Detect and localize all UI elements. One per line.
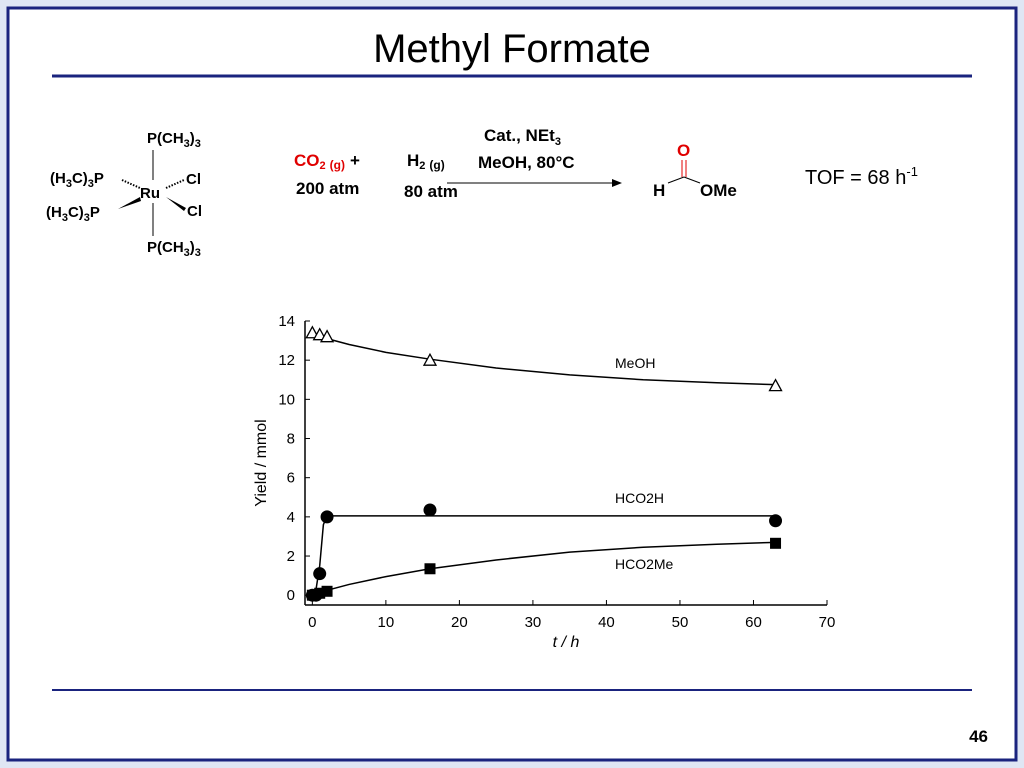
text: P(CH xyxy=(147,239,184,256)
chart: 0 10 20 30 40 50 60 70 0 2 4 6 8 10 12 14 t / h Yield / m… xyxy=(253,313,835,651)
series-label: MeOH xyxy=(615,355,655,371)
y-axis-label: Yield / mmol xyxy=(253,419,270,506)
x-axis-label: t / h xyxy=(553,634,580,651)
bond xyxy=(667,176,685,184)
ligand: P(CH3)3 xyxy=(147,130,201,150)
text: C) xyxy=(68,204,84,221)
series-label: HCO2H xyxy=(615,490,664,506)
ligand: P(CH3)3 xyxy=(147,239,201,259)
atom: OMe xyxy=(700,181,737,200)
subscript: 3 xyxy=(66,178,72,190)
marker xyxy=(768,378,783,392)
marker xyxy=(769,514,783,528)
subscript: 3 xyxy=(88,178,94,190)
slide-title: Methyl Formate xyxy=(373,27,651,71)
marker xyxy=(424,563,436,575)
subscript: 3 xyxy=(195,247,201,259)
conditions: Cat., NEt3 xyxy=(484,126,561,148)
bond xyxy=(121,179,141,189)
y-tick-label: 10 xyxy=(278,391,295,408)
ligand: (H3C)3P xyxy=(46,204,100,224)
superscript: -1 xyxy=(906,164,918,179)
y-tick-label: 4 xyxy=(287,509,295,526)
state: (g) xyxy=(330,158,345,172)
marker xyxy=(305,325,320,339)
bond xyxy=(118,197,141,209)
series-label: HCO2Me xyxy=(615,556,674,572)
marker xyxy=(422,352,438,366)
subscript: 2 xyxy=(320,160,326,172)
reaction: CO2 (g) + 200 atm H2 (g) 80 atm Cat., NEt3 … xyxy=(294,126,737,201)
marker xyxy=(320,510,334,524)
marker xyxy=(423,503,437,517)
subscript: 3 xyxy=(195,138,201,150)
formula: CO xyxy=(294,151,320,170)
y-tick-label: 0 xyxy=(287,587,295,604)
text: C) xyxy=(72,170,88,187)
frame xyxy=(6,6,1018,762)
bond xyxy=(683,176,701,184)
subscript: 3 xyxy=(62,212,68,224)
text: TOF = 68 h xyxy=(805,167,906,189)
x-tick-label: 60 xyxy=(745,614,762,631)
x-tick-label: 20 xyxy=(451,614,468,631)
pressure: 200 atm xyxy=(296,179,359,198)
x-tick-label: 30 xyxy=(525,614,542,631)
subscript: 2 xyxy=(419,160,425,172)
x-tick-label: 70 xyxy=(819,614,836,631)
text: P xyxy=(94,170,104,187)
plus: + xyxy=(350,151,360,170)
x-tick-label: 50 xyxy=(672,614,689,631)
marker xyxy=(314,587,326,599)
reactant: CO2 (g) + xyxy=(294,151,360,172)
marker xyxy=(306,589,318,601)
text: Cat., NEt xyxy=(484,126,555,145)
y-tick-label: 2 xyxy=(287,548,295,565)
fit-curve xyxy=(312,332,776,386)
x-tick-label: 0 xyxy=(308,614,316,631)
page-number: 46 xyxy=(969,727,988,746)
subscript: 3 xyxy=(184,138,190,150)
marker xyxy=(312,327,327,341)
subscript: 3 xyxy=(84,212,90,224)
atom: O xyxy=(677,141,690,160)
y-tick-label: 8 xyxy=(287,431,295,448)
y-tick-label: 6 xyxy=(287,470,295,487)
ligand: (H3C)3P xyxy=(50,170,104,190)
ligand: Cl xyxy=(187,203,202,220)
marker xyxy=(319,329,335,343)
x-tick-label: 10 xyxy=(378,614,395,631)
y-tick-label: 12 xyxy=(278,352,295,369)
y-tick-label: 14 xyxy=(278,313,295,330)
marker xyxy=(321,585,333,597)
tof: TOF = 68 h-1 xyxy=(805,164,918,189)
formula: H xyxy=(407,151,419,170)
pressure: 80 atm xyxy=(404,182,458,201)
bond xyxy=(165,179,185,189)
metal: Ru xyxy=(140,185,160,202)
catalyst: P(CH3)3 (H3C)3P Ru Cl (H3C)3P Cl P(CH3)3 xyxy=(46,130,202,259)
subscript: 3 xyxy=(184,247,190,259)
bond xyxy=(166,197,186,211)
subscript: 3 xyxy=(555,136,561,148)
reactant: H2 (g) xyxy=(407,151,445,172)
text: P(CH xyxy=(147,130,184,147)
text: ) xyxy=(190,130,195,147)
text: ) xyxy=(190,239,195,256)
ligand: Cl xyxy=(186,171,201,188)
arrow-head xyxy=(612,179,622,187)
atom: H xyxy=(653,181,665,200)
x-tick-label: 40 xyxy=(598,614,615,631)
conditions: MeOH, 80°C xyxy=(478,153,575,172)
state: (g) xyxy=(429,158,444,172)
text: P xyxy=(90,204,100,221)
text: (H xyxy=(46,204,62,221)
marker xyxy=(770,537,782,549)
marker xyxy=(313,567,327,581)
text: (H xyxy=(50,170,66,187)
